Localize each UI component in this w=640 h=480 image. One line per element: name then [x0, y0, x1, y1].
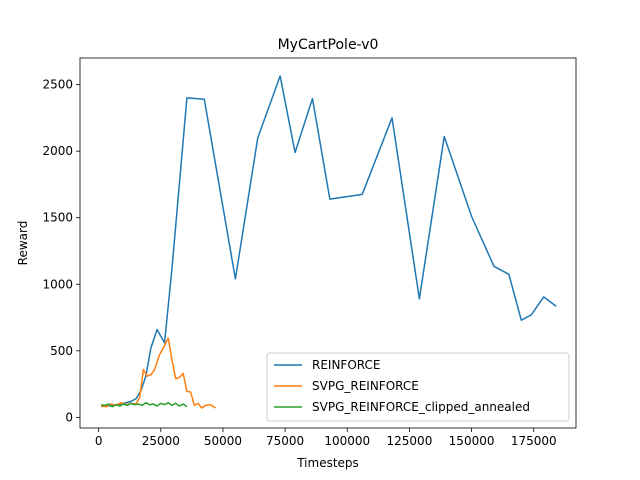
series-line-1: [101, 337, 216, 409]
legend-box: [266, 352, 570, 422]
legend-label: REINFORCE: [312, 358, 380, 372]
x-tick-label: 25000: [142, 434, 180, 448]
series-line-0: [100, 75, 557, 408]
x-tick-label: 0: [95, 434, 103, 448]
y-tick-label: 500: [50, 344, 73, 358]
legend-label: SVPG_REINFORCE_clipped_annealed: [312, 400, 530, 414]
x-tick-label: 150000: [449, 434, 495, 448]
legend-label: SVPG_REINFORCE: [312, 379, 419, 393]
x-axis-label: Timesteps: [296, 456, 359, 470]
axes-frame: [79, 57, 577, 429]
series-line-2: [100, 401, 188, 408]
x-tick-label: 75000: [266, 434, 304, 448]
y-tick-label: 0: [65, 410, 73, 424]
x-tick-label: 50000: [204, 434, 242, 448]
y-axis: 0 500 1000 1500 2000 2500: [42, 78, 80, 424]
y-axis-label: Reward: [16, 221, 30, 266]
x-axis: 0 25000 50000 75000 100000 125000 150000 175000: [95, 428, 557, 448]
y-tick-label: 1500: [42, 211, 73, 225]
x-tick-label: 100000: [324, 434, 370, 448]
y-tick-label: 1000: [42, 277, 73, 291]
x-tick-label: 125000: [387, 434, 433, 448]
legend: REINFORCE SVPG_REINFORCE SVPG_REINFORCE_cl…: [266, 352, 570, 422]
chart-title: MyCartPole-v0: [278, 37, 379, 53]
y-tick-label: 2500: [42, 78, 73, 92]
plot-area: [100, 75, 557, 409]
y-tick-label: 2000: [42, 144, 73, 158]
x-tick-label: 175000: [511, 434, 557, 448]
